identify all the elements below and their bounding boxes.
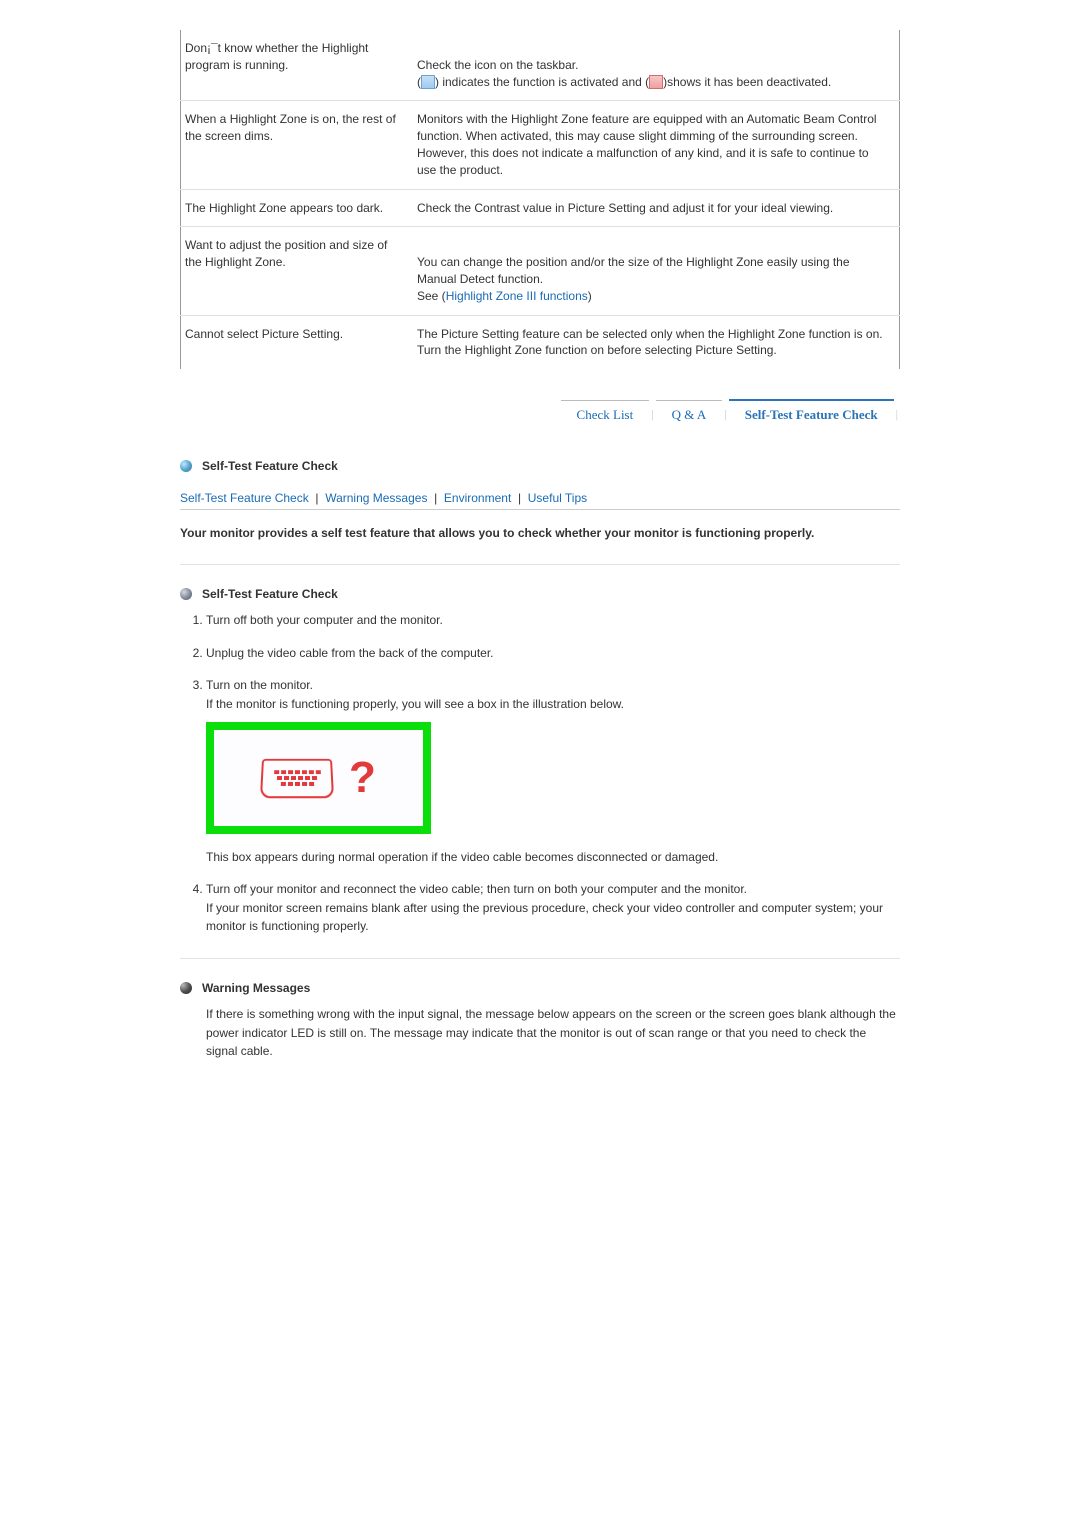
solution-text: )shows it has been deactivated. [663,75,831,89]
tab-q-and-a[interactable]: Q & A [656,400,723,429]
warning-heading: Warning Messages [180,981,900,995]
step-item: Turn on the monitor. If the monitor is f… [206,676,900,866]
intro-text: Your monitor provides a self test featur… [180,524,900,542]
table-solution-cell: Check the icon on the taskbar. () indica… [413,30,900,101]
link-warning-messages[interactable]: Warning Messages [325,491,427,505]
bullet-icon [180,982,192,994]
highlight-disabled-icon [649,75,663,89]
table-solution-cell: Check the Contrast value in Picture Sett… [413,189,900,227]
table-problem-cell: When a Highlight Zone is on, the rest of… [181,101,414,189]
steps-list: Turn off both your computer and the moni… [180,611,900,936]
link-divider: | [312,491,325,505]
sub-nav-links: Self-Test Feature Check | Warning Messag… [180,491,900,505]
keyboard-icon [260,758,334,797]
step-item: Turn off both your computer and the moni… [206,611,900,630]
step-text: Turn off your monitor and reconnect the … [206,882,747,896]
link-divider: | [515,491,528,505]
divider [180,564,900,565]
link-environment[interactable]: Environment [444,491,511,505]
question-mark-icon: ? [349,756,376,800]
table-solution-cell: Monitors with the Highlight Zone feature… [413,101,900,189]
step-text: This box appears during normal operation… [206,850,718,864]
divider [180,958,900,959]
table-problem-cell: Don¡¯t know whether the Highlight progra… [181,30,414,101]
step-text: If the monitor is functioning properly, … [206,697,624,711]
tab-self-test[interactable]: Self-Test Feature Check [729,399,894,429]
top-nav-tabs: Check List | Q & A | Self-Test Feature C… [561,399,900,429]
solution-text: ) indicates the function is activated an… [435,75,649,89]
section-title-text: Self-Test Feature Check [202,459,338,473]
table-solution-cell: You can change the position and/or the s… [413,227,900,315]
link-useful-tips[interactable]: Useful Tips [528,491,587,505]
self-test-heading-text: Self-Test Feature Check [202,587,338,601]
bullet-icon [180,460,192,472]
section-title: Self-Test Feature Check [180,459,900,473]
highlight-enabled-icon [421,75,435,89]
bullet-icon [180,588,192,600]
warning-body: If there is something wrong with the inp… [180,1005,900,1061]
self-test-illustration: ? [206,722,431,834]
link-divider: | [431,491,444,505]
link-self-test[interactable]: Self-Test Feature Check [180,491,309,505]
table-problem-cell: Want to adjust the position and size of … [181,227,414,315]
tab-check-list[interactable]: Check List [561,400,650,429]
step-item: Turn off your monitor and reconnect the … [206,880,900,936]
table-solution-cell: The Picture Setting feature can be selec… [413,315,900,369]
solution-text: ) [588,289,592,303]
step-text: If your monitor screen remains blank aft… [206,901,883,934]
step-text: Turn on the monitor. [206,678,313,692]
self-test-heading: Self-Test Feature Check [180,587,900,601]
warning-heading-text: Warning Messages [202,981,310,995]
table-problem-cell: The Highlight Zone appears too dark. [181,189,414,227]
troubleshooting-table: Don¡¯t know whether the Highlight progra… [180,30,900,369]
step-item: Unplug the video cable from the back of … [206,644,900,663]
tab-separator: | [894,407,900,422]
table-problem-cell: Cannot select Picture Setting. [181,315,414,369]
highlight-zone-functions-link[interactable]: Highlight Zone III functions [446,289,588,303]
